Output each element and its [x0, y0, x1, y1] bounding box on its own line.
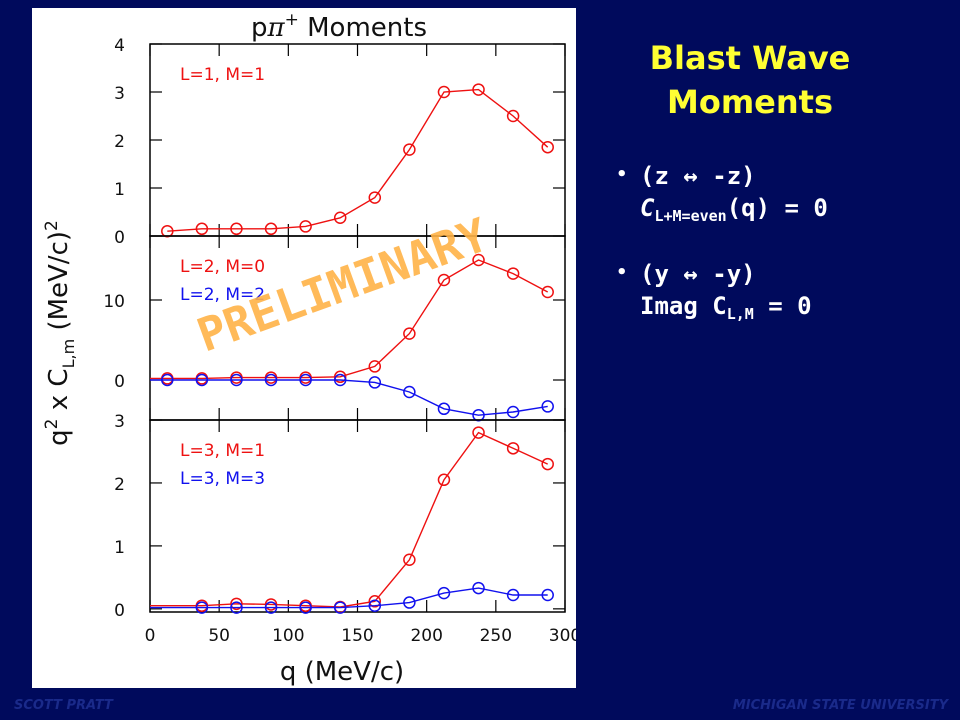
- data-point: [368, 376, 382, 389]
- data-point: [541, 140, 554, 154]
- y-tick-label: 4: [114, 36, 125, 56]
- series-line: [167, 88, 549, 232]
- x-axis-label: q (MeV/c): [280, 657, 404, 687]
- bullet-list: • (z ↔ -z) CL+M=even(q) = 0 • (y ↔ -y) I…: [616, 160, 956, 356]
- slide-title-line2: Moments: [667, 83, 833, 121]
- legend-label: L=2, M=0: [180, 257, 265, 277]
- data-point: [230, 597, 243, 611]
- x-tick-label: 150: [341, 626, 373, 646]
- data-point: [368, 191, 382, 204]
- y-tick-label: 3: [114, 412, 125, 432]
- legend-label: L=1, M=1: [180, 65, 265, 85]
- footer-institution: MICHIGAN STATE UNIVERSITY: [732, 698, 948, 713]
- plot-panel: pπ+ Moments 0 1 2 3 4 L=1, M=1 0 10 L=2, M=0 L=2, …: [32, 8, 576, 688]
- bullet-line: (z ↔ -z): [640, 162, 756, 190]
- data-point: [195, 222, 209, 236]
- footer-author: SCOTT PRATT: [14, 698, 113, 713]
- y-tick-label: 2: [114, 132, 125, 152]
- bullet-dot-icon: •: [616, 262, 628, 283]
- bullet-dot-icon: •: [616, 164, 628, 185]
- data-point: [264, 373, 278, 387]
- data-point: [472, 253, 485, 267]
- data-point: [333, 373, 347, 387]
- data-point: [333, 370, 347, 384]
- x-tick-label: 100: [272, 626, 304, 646]
- bullet-line: (y ↔ -y): [640, 260, 756, 288]
- legend-label: L=3, M=3: [180, 469, 265, 489]
- data-point: [403, 385, 416, 399]
- data-point: [506, 109, 520, 123]
- data-point: [541, 400, 554, 413]
- bullet-subscript: L+M=even: [654, 207, 727, 225]
- bullet-item: • (y ↔ -y) Imag CL,M = 0: [616, 258, 956, 330]
- data-point: [264, 222, 278, 236]
- data-point: [403, 143, 416, 156]
- x-tick-label: 300: [549, 626, 576, 646]
- chart-title: pπ+ Moments: [251, 10, 427, 43]
- data-point: [195, 601, 209, 614]
- data-point: [472, 426, 485, 439]
- slide-title-line1: Blast Wave: [649, 39, 851, 77]
- data-point: [368, 595, 382, 608]
- data-point: [506, 442, 520, 455]
- legend-label: L=2, M=2: [180, 285, 265, 305]
- y-tick-label: 10: [103, 292, 125, 312]
- y-axis-label: q2 x CL,m (MeV/c)2: [42, 220, 78, 446]
- legend-label: L=3, M=1: [180, 441, 265, 461]
- y-tick-label: 0: [114, 372, 125, 392]
- data-point: [437, 273, 451, 287]
- y-tick-label: 1: [114, 538, 125, 558]
- data-point: [403, 327, 416, 340]
- data-point: [541, 285, 554, 299]
- data-point: [437, 85, 451, 99]
- data-point: [230, 222, 243, 236]
- bullet-subscript: L,M: [726, 305, 754, 323]
- data-point: [541, 457, 554, 471]
- data-point: [299, 601, 312, 614]
- bullet-symbol: C: [640, 194, 655, 222]
- bullet-line: Imag CL,M = 0: [640, 290, 956, 330]
- y-tick-label: 3: [114, 84, 125, 104]
- bullet-line: CL+M=even(q) = 0: [640, 192, 956, 232]
- x-tick-label: 0: [145, 626, 156, 646]
- data-point: [368, 599, 382, 612]
- y-tick-label: 0: [114, 601, 125, 621]
- data-point: [403, 553, 416, 567]
- data-point: [195, 373, 209, 387]
- data-point: [264, 601, 278, 614]
- series-line: [150, 259, 549, 380]
- data-point: [437, 473, 451, 487]
- y-tick-label: 1: [114, 180, 125, 200]
- x-tick-label: 200: [410, 626, 442, 646]
- data-point: [264, 598, 278, 611]
- bullet-symbol: Imag C: [640, 292, 727, 320]
- data-point: [299, 220, 312, 233]
- series-line: [150, 379, 548, 416]
- data-point: [403, 596, 416, 609]
- data-point: [541, 588, 554, 602]
- data-point: [161, 373, 174, 387]
- bullet-rest: = 0: [753, 292, 812, 320]
- data-point: [368, 360, 382, 373]
- data-point: [506, 267, 520, 280]
- data-point: [230, 601, 243, 614]
- data-point: [437, 586, 451, 600]
- slide-title: Blast Wave Moments: [600, 36, 900, 124]
- data-point: [230, 373, 243, 387]
- x-tick-label: 50: [208, 626, 230, 646]
- data-point: [333, 601, 347, 614]
- bullet-rest: (q) = 0: [726, 194, 828, 222]
- data-point: [333, 211, 347, 225]
- x-tick-label: 250: [480, 626, 512, 646]
- data-point: [506, 405, 520, 419]
- data-point: [299, 373, 312, 387]
- data-point: [437, 402, 451, 416]
- data-point: [472, 83, 485, 96]
- data-point: [472, 581, 485, 595]
- data-point: [506, 588, 520, 602]
- y-tick-label: 0: [114, 228, 125, 248]
- bullet-item: • (z ↔ -z) CL+M=even(q) = 0: [616, 160, 956, 232]
- y-tick-label: 2: [114, 475, 125, 495]
